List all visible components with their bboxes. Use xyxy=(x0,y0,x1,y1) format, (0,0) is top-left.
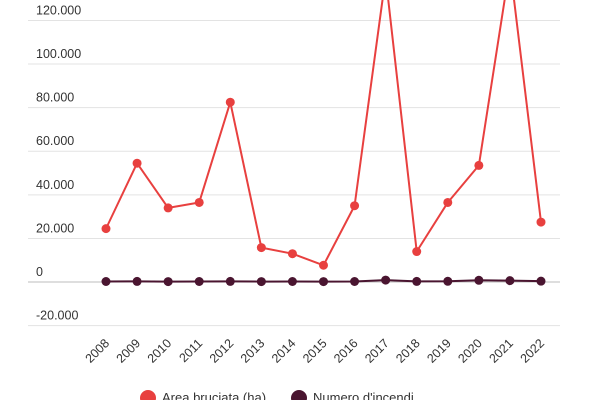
data-point-1 xyxy=(225,276,235,286)
y-tick-label: 40.000 xyxy=(36,178,74,192)
x-axis-ticks: 2008 2009 2010 2011 2012 2013 2014 2015 2016 2017… xyxy=(83,336,548,366)
data-point-1 xyxy=(256,277,266,287)
x-tick-label: 2008 xyxy=(83,336,113,366)
data-point-1 xyxy=(287,276,297,286)
x-tick-label: 2011 xyxy=(176,336,205,365)
x-tick-label: 2015 xyxy=(300,336,330,366)
x-tick-label: 2010 xyxy=(145,336,175,366)
x-tick-label: 2016 xyxy=(331,336,361,366)
data-point-1 xyxy=(194,276,204,286)
data-point-0 xyxy=(101,224,111,234)
data-point-0 xyxy=(474,160,484,170)
data-point-0 xyxy=(443,197,453,207)
x-tick-label: 2009 xyxy=(114,336,144,366)
y-tick-label: -20.000 xyxy=(36,309,78,323)
legend-label: Area bruciata (ha) xyxy=(162,390,266,400)
x-tick-label: 2014 xyxy=(269,336,299,366)
x-tick-label: 2019 xyxy=(424,336,454,366)
legend-marker xyxy=(291,390,307,400)
x-tick-label: 2018 xyxy=(393,336,423,366)
data-point-0 xyxy=(319,260,328,270)
x-tick-label: 2020 xyxy=(455,336,485,366)
series-lines xyxy=(101,0,546,287)
data-point-0 xyxy=(256,243,266,253)
y-tick-label: 0 xyxy=(36,265,43,279)
data-point-0 xyxy=(225,97,235,107)
data-point-0 xyxy=(412,247,422,257)
legend-marker xyxy=(140,390,156,400)
data-point-1 xyxy=(474,275,484,285)
legend-label: Numero d'incendi xyxy=(313,390,414,400)
y-tick-label: 120.000 xyxy=(36,3,81,17)
data-point-1 xyxy=(381,275,391,285)
y-tick-label: 80.000 xyxy=(36,91,74,105)
data-point-0 xyxy=(132,158,142,168)
y-tick-label: 100.000 xyxy=(36,47,81,61)
data-point-0 xyxy=(536,217,546,227)
data-point-1 xyxy=(163,277,173,287)
legend: Area bruciata (ha) Numero d'incendi xyxy=(140,390,414,400)
x-tick-label: 2021 xyxy=(486,336,516,366)
x-tick-label: 2013 xyxy=(238,336,268,366)
data-point-1 xyxy=(101,276,111,286)
y-axis-ticks: -20.000 0 20.000 40.000 60.000 80.000 100.000 1… xyxy=(36,3,81,322)
data-point-0 xyxy=(287,249,297,259)
series-line-0 xyxy=(105,0,542,267)
x-tick-label: 2017 xyxy=(362,336,392,366)
data-point-1 xyxy=(536,276,546,286)
data-point-1 xyxy=(412,276,422,286)
data-point-0 xyxy=(163,203,173,213)
data-point-1 xyxy=(319,277,328,287)
data-point-1 xyxy=(443,276,453,286)
data-point-0 xyxy=(350,201,360,211)
x-tick-label: 2022 xyxy=(518,336,548,366)
data-point-0 xyxy=(194,197,204,207)
x-tick-label: 2012 xyxy=(207,336,237,366)
data-point-1 xyxy=(350,276,360,286)
y-tick-label: 60.000 xyxy=(36,134,74,148)
data-point-1 xyxy=(132,276,142,286)
y-tick-label: 20.000 xyxy=(36,221,74,235)
data-point-1 xyxy=(505,276,515,286)
